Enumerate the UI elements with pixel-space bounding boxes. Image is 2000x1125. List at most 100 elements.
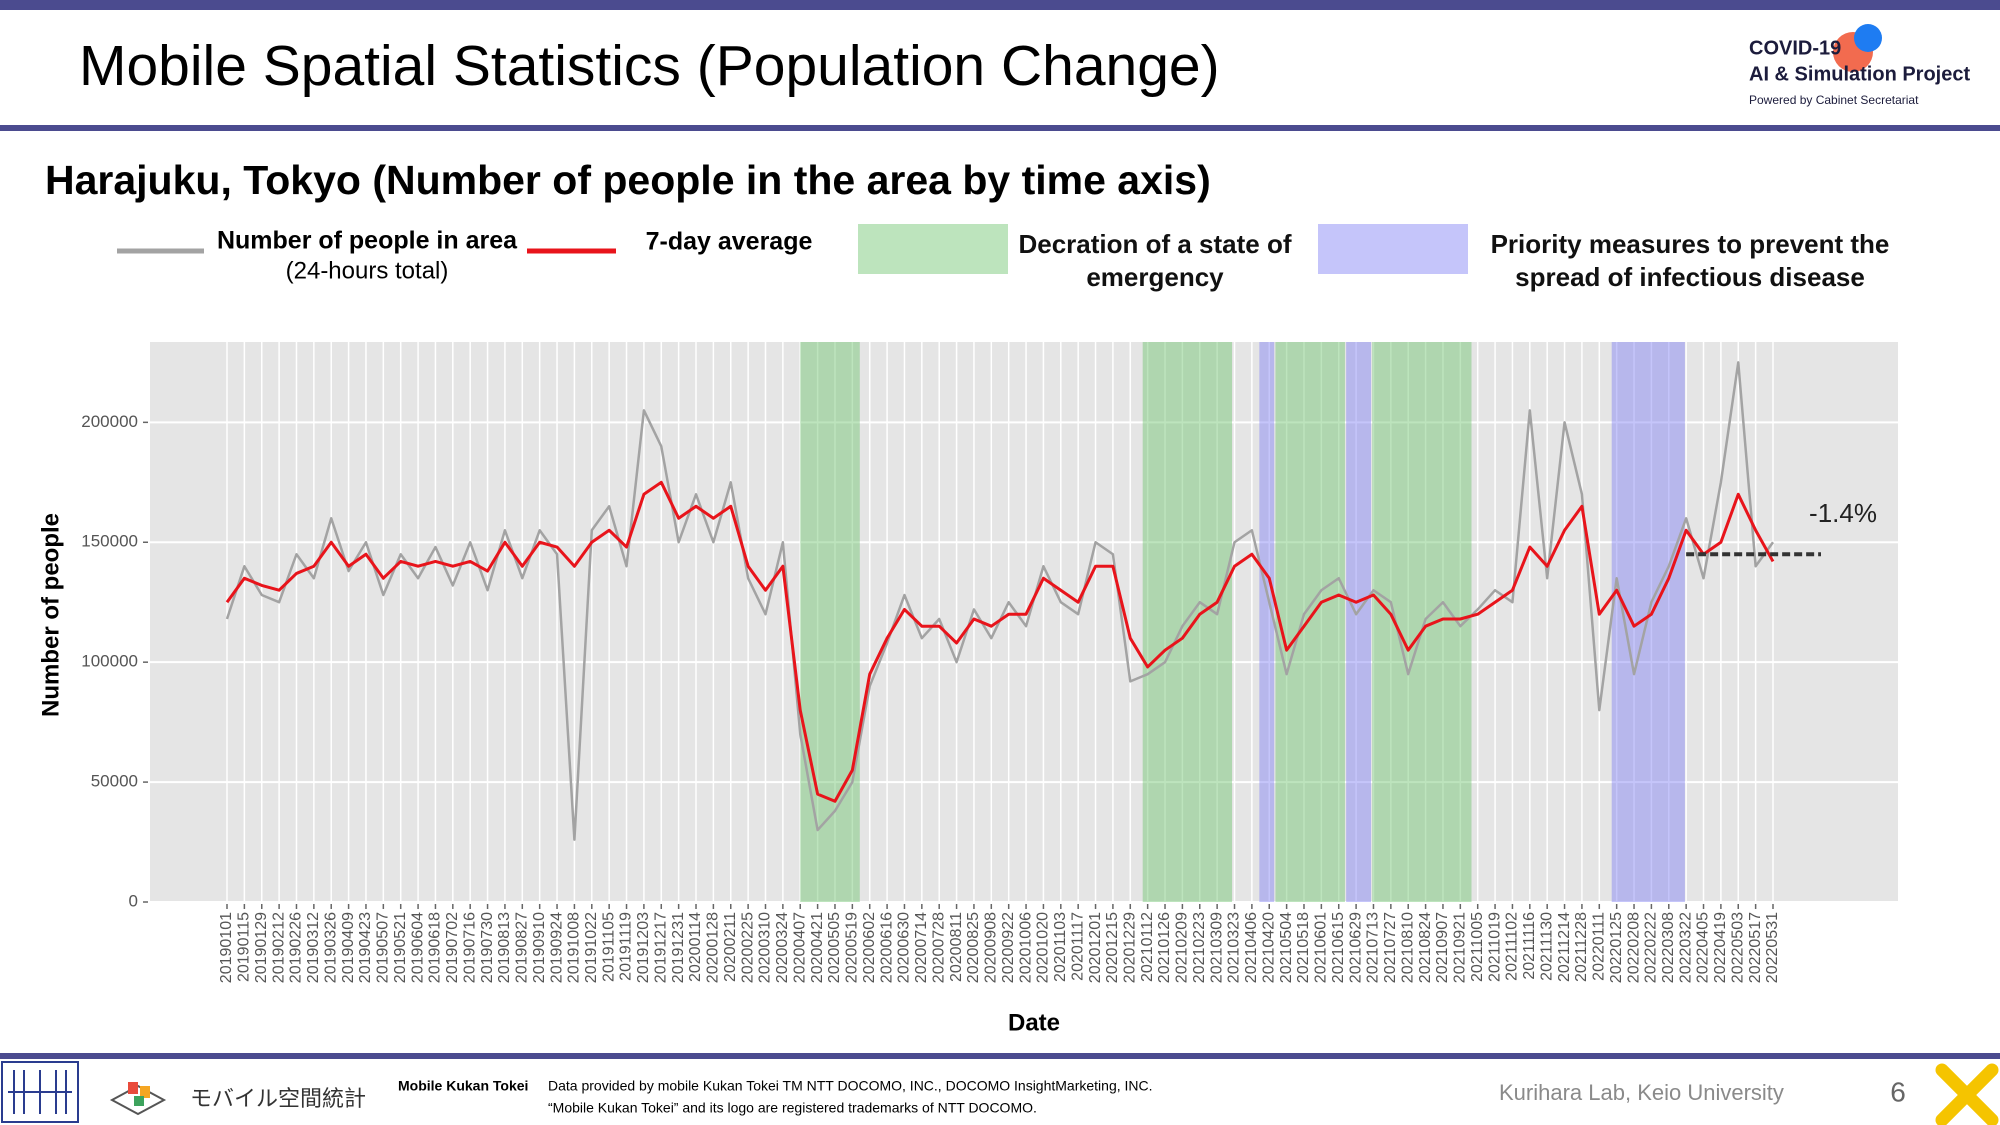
x-tick-label: 20220308 bbox=[1660, 912, 1677, 983]
shaded-period bbox=[1611, 342, 1685, 902]
x-tick-label: 20200211 bbox=[722, 912, 739, 982]
x-tick-label: 20200225 bbox=[739, 912, 756, 983]
x-tick-label: 20190618 bbox=[427, 912, 444, 983]
x-tick-label: 20220419 bbox=[1712, 912, 1729, 983]
x-tick-label: 20190813 bbox=[496, 912, 513, 983]
annotation: -1.4% bbox=[1809, 498, 1877, 528]
shaded-period bbox=[1275, 342, 1345, 902]
x-tick-label: 20210824 bbox=[1417, 912, 1434, 983]
x-tick-label: 20210727 bbox=[1382, 912, 1399, 983]
x-tick-label: 20211228 bbox=[1573, 912, 1590, 982]
logo-text: Powered by Cabinet Secretariat bbox=[1749, 93, 1919, 107]
x-tick-label: 20200811 bbox=[948, 912, 965, 982]
x-tick-label: 20211005 bbox=[1469, 912, 1486, 982]
x-tick-label: 20190129 bbox=[253, 912, 270, 983]
x-tick-label: 20210907 bbox=[1434, 912, 1451, 983]
shaded-period bbox=[1346, 342, 1371, 902]
y-tick-label: 0 bbox=[129, 891, 138, 910]
chart-title: Harajuku, Tokyo (Number of people in the… bbox=[45, 157, 1211, 203]
x-tick-label: 20210420 bbox=[1260, 912, 1277, 983]
x-tick-label: 20201103 bbox=[1052, 912, 1069, 982]
x-tick-label: 20211130 bbox=[1538, 912, 1555, 981]
x-tick-label: 20201201 bbox=[1087, 912, 1104, 983]
x-tick-label: 20190827 bbox=[514, 912, 531, 983]
legend-swatch bbox=[1318, 224, 1468, 274]
x-tick-label: 20220125 bbox=[1608, 912, 1625, 983]
x-tick-label: 20191203 bbox=[635, 912, 652, 983]
y-axis-label: Number of people bbox=[37, 513, 64, 717]
x-tick-label: 20190212 bbox=[270, 912, 287, 983]
legend-label: Number of people in area bbox=[217, 227, 518, 255]
x-tick-label: 20220405 bbox=[1695, 912, 1712, 983]
x-tick-label: 20191105 bbox=[600, 912, 617, 982]
lab-logo bbox=[1, 1061, 79, 1123]
x-axis-label: Date bbox=[1008, 1009, 1060, 1036]
x-tick-label: 20190910 bbox=[531, 912, 548, 983]
y-tick-label: 200000 bbox=[81, 412, 138, 431]
x-tick-label: 20211102 bbox=[1504, 912, 1521, 981]
footer-rule bbox=[0, 1053, 2000, 1059]
x-tick-label: 20210223 bbox=[1191, 912, 1208, 983]
x-tick-label: 20191008 bbox=[566, 912, 583, 983]
x-tick-label: 20190326 bbox=[322, 912, 339, 983]
x-tick-label: 20211116 bbox=[1521, 912, 1538, 980]
x-tick-label: 20210323 bbox=[1226, 912, 1243, 983]
x-tick-label: 20190423 bbox=[357, 912, 374, 983]
x-tick-label: 20200714 bbox=[913, 912, 930, 983]
x-tick-label: 20220503 bbox=[1729, 912, 1746, 983]
x-tick-label: 20190924 bbox=[548, 912, 565, 983]
x-tick-label: 20210810 bbox=[1399, 912, 1416, 983]
docomo-logo bbox=[109, 1082, 167, 1116]
x-tick-label: 20220531 bbox=[1764, 912, 1781, 983]
credit: Data provided by mobile Kukan Tokei TM N… bbox=[548, 1078, 1153, 1094]
x-tick-label: 20190409 bbox=[340, 912, 357, 983]
x-tick-label: 20190716 bbox=[461, 912, 478, 983]
x-logo bbox=[1935, 1063, 1999, 1125]
y-tick-label: 150000 bbox=[81, 532, 138, 551]
x-tick-label: 20200630 bbox=[896, 912, 913, 983]
x-tick-label: 20200908 bbox=[983, 912, 1000, 983]
x-tick-label: 20210629 bbox=[1347, 912, 1364, 983]
x-tick-label: 20210406 bbox=[1243, 912, 1260, 983]
x-tick-label: 20200602 bbox=[861, 912, 878, 983]
x-tick-label: 20200114 bbox=[687, 912, 704, 982]
logo-dot bbox=[1854, 24, 1882, 52]
y-tick-label: 50000 bbox=[91, 772, 138, 791]
logo-text: AI & Simulation Project bbox=[1749, 63, 1970, 85]
x-tick-label: 20210601 bbox=[1313, 912, 1330, 983]
x-tick-label: 20190521 bbox=[392, 912, 409, 983]
legend-label: Priority measures to prevent the spread … bbox=[1490, 229, 1890, 292]
logo-text: COVID-19 bbox=[1749, 37, 1841, 59]
legend-label: 7-day average bbox=[646, 228, 813, 256]
lab-name: Kurihara Lab, Keio University bbox=[1499, 1080, 1784, 1105]
shaded-period bbox=[800, 342, 860, 902]
x-tick-label: 20200310 bbox=[757, 912, 774, 983]
x-tick-label: 20210309 bbox=[1208, 912, 1225, 983]
legend-swatch bbox=[858, 224, 1008, 274]
shaded-period bbox=[1259, 342, 1275, 902]
x-tick-label: 20210615 bbox=[1330, 912, 1347, 983]
x-tick-label: 20211214 bbox=[1556, 912, 1573, 982]
x-tick-label: 20201215 bbox=[1104, 912, 1121, 983]
x-tick-label: 20220322 bbox=[1677, 912, 1694, 983]
legend-note: (24-hours total) bbox=[286, 257, 449, 284]
credit: “Mobile Kukan Tokei” and its logo are re… bbox=[548, 1100, 1037, 1116]
x-tick-label: 20210713 bbox=[1365, 912, 1382, 983]
x-tick-label: 20201229 bbox=[1121, 912, 1138, 983]
series-line bbox=[225, 480, 1775, 803]
x-tick-label: 20200324 bbox=[774, 912, 791, 983]
legend: Number of people in area(24-hours total)… bbox=[117, 224, 1468, 284]
x-tick-label: 20200922 bbox=[1000, 912, 1017, 983]
x-tick-label: 20210112 bbox=[1139, 912, 1156, 982]
x-tick-label: 20201006 bbox=[1017, 912, 1034, 983]
x-tick-label: 20191022 bbox=[583, 912, 600, 983]
x-tick-label: 20201117 bbox=[1069, 912, 1086, 981]
x-tick-label: 20210126 bbox=[1156, 912, 1173, 983]
x-tick-label: 20200407 bbox=[791, 912, 808, 983]
slide-title: Mobile Spatial Statistics (Population Ch… bbox=[79, 34, 1220, 98]
x-tick-label: 20200505 bbox=[826, 912, 843, 983]
x-tick-label: 20210518 bbox=[1295, 912, 1312, 983]
shaded-period bbox=[1142, 342, 1233, 902]
x-tick-label: 20220111 bbox=[1591, 912, 1608, 981]
